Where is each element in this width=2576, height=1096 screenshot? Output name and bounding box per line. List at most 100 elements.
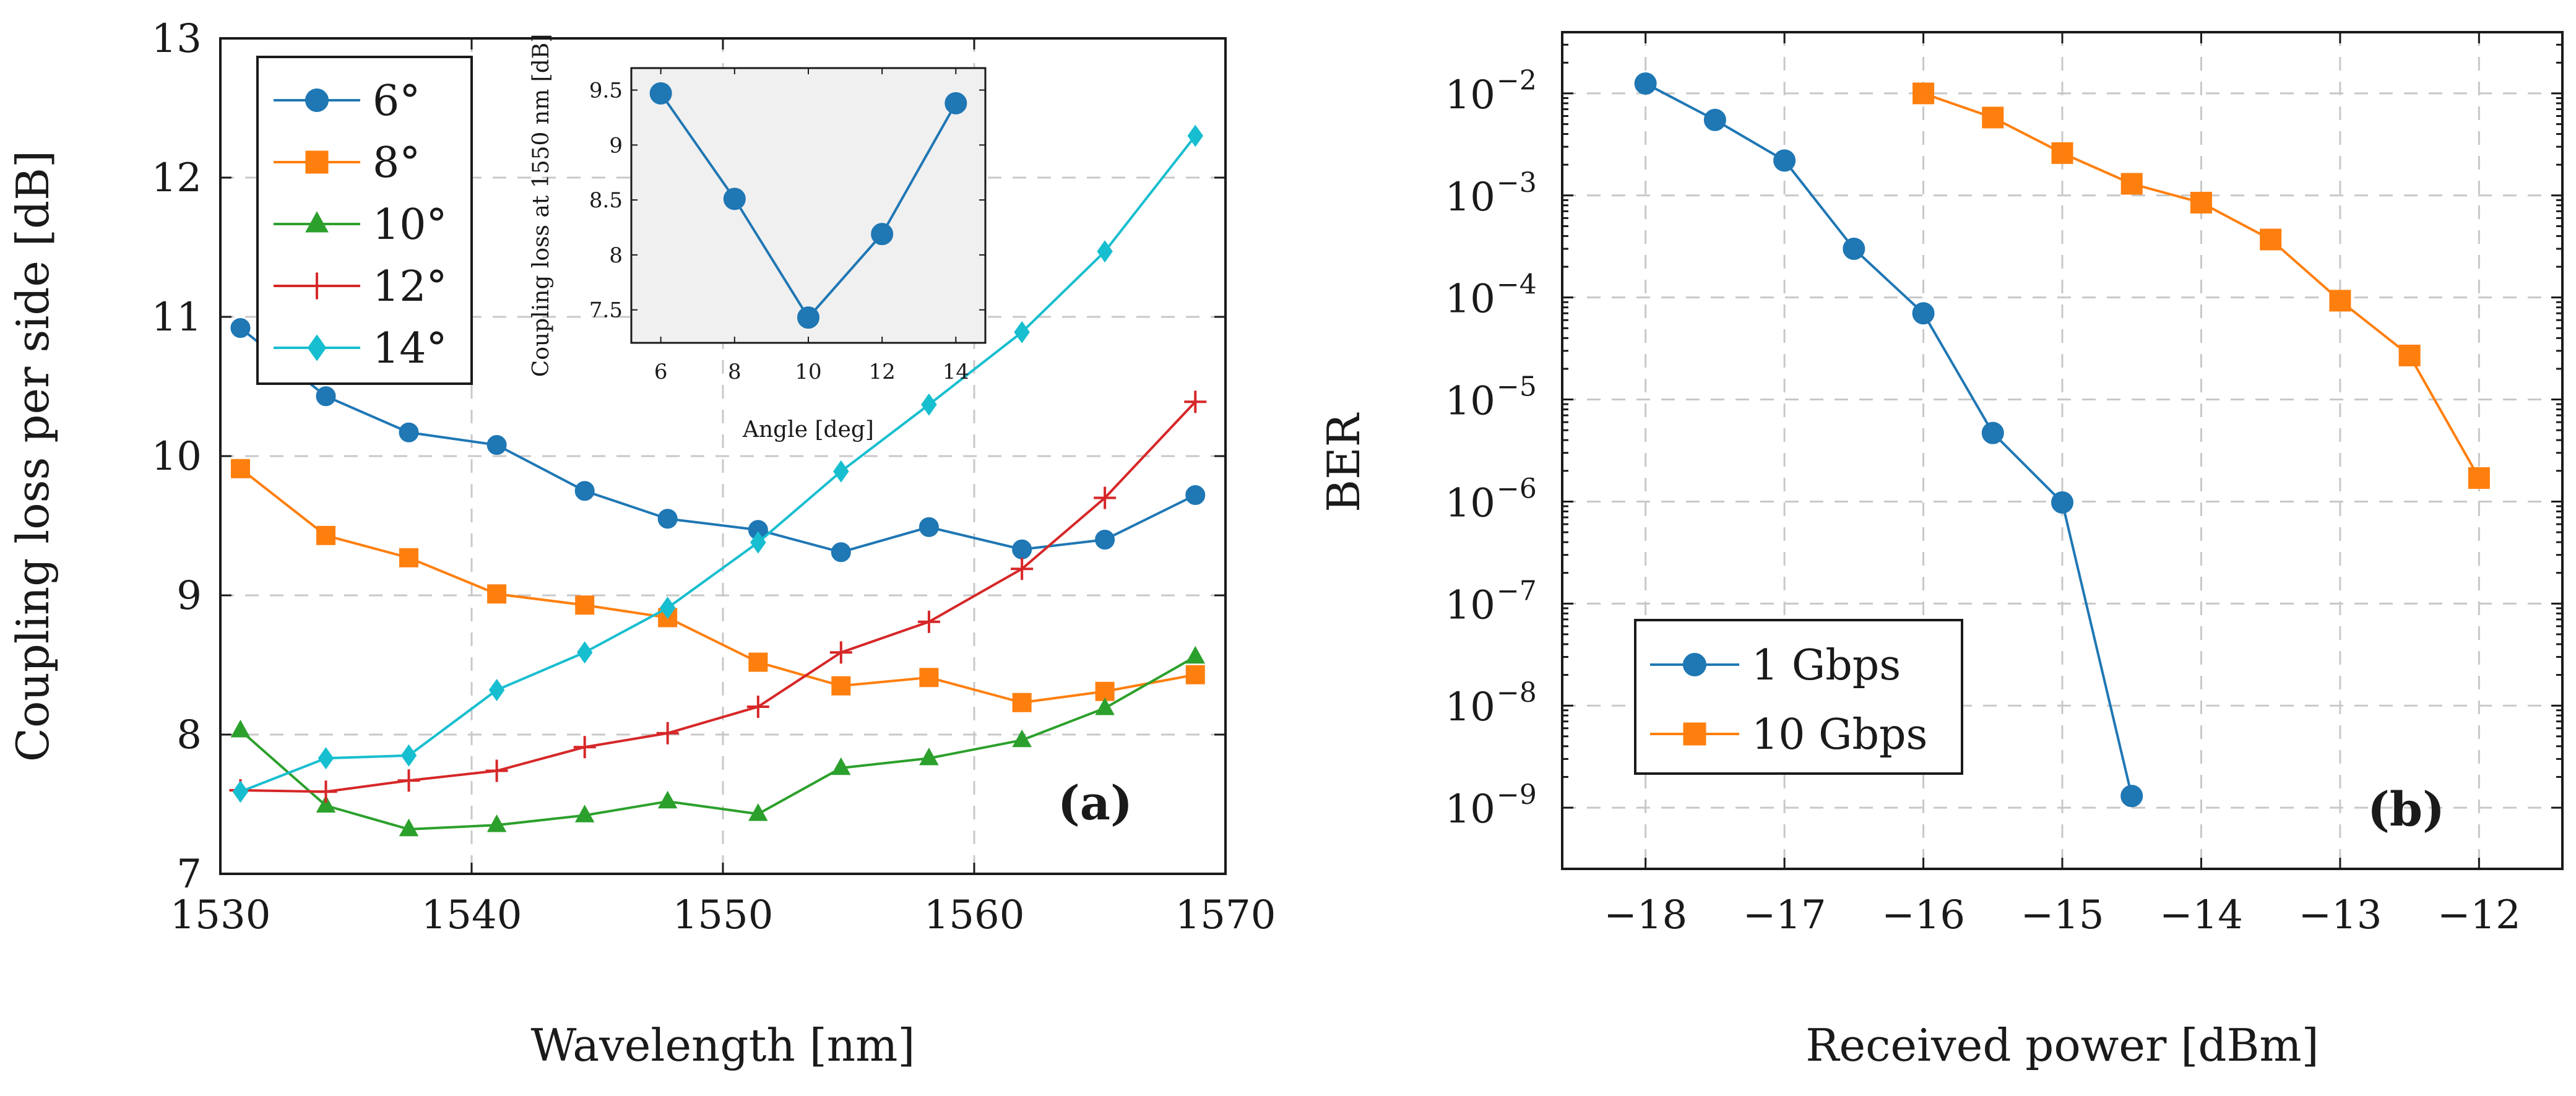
data-point: [1982, 106, 2004, 129]
panel-b-label: (b): [2367, 782, 2445, 837]
data-point: [1185, 645, 1206, 664]
panel-a-label: (a): [1058, 775, 1133, 831]
legend-label: 14°: [373, 324, 447, 373]
data-point: [748, 652, 768, 672]
inset-x-tick-label: 8: [728, 360, 741, 384]
y-tick-label-base: 10: [1445, 787, 1495, 832]
data-point: [488, 679, 505, 701]
inset-chart: 6 8 10 12 14 7.5 8 8.5 9 9.5 Angle [deg] Coupling l…: [529, 34, 987, 442]
y-tick-label-base: 10: [1445, 175, 1495, 220]
y-tick-label-base: 10: [1445, 277, 1495, 322]
x-tick-label: −15: [2020, 892, 2104, 938]
data-point: [1912, 302, 1935, 325]
data-point: [574, 805, 595, 822]
data-point: [1012, 729, 1032, 748]
legend-marker: [303, 272, 331, 300]
x-tick-label: −16: [1882, 892, 1965, 938]
data-point: [399, 422, 419, 442]
series-line-2: [240, 655, 1196, 831]
data-point: [659, 597, 676, 619]
y-tick-label-exponent: −9: [1497, 779, 1537, 811]
x-tick-label: −14: [2159, 892, 2243, 938]
inset-x-tick-label: 6: [654, 360, 668, 384]
data-point: [831, 542, 851, 563]
y-tick-label-base: 10: [1445, 480, 1495, 526]
legend-label: 10°: [373, 201, 447, 249]
data-point: [1184, 391, 1207, 413]
data-point: [1773, 149, 1796, 172]
data-point: [318, 747, 334, 770]
legend-marker: [305, 88, 329, 112]
data-point: [1014, 321, 1030, 343]
data-point: [573, 736, 596, 759]
data-point: [918, 517, 939, 537]
panel-b-series: [1634, 72, 2490, 808]
y-tick-label: 10 −7: [1445, 575, 1537, 628]
data-point: [230, 720, 251, 738]
inset-y-tick-label: 9: [609, 133, 623, 158]
data-point: [748, 803, 768, 821]
y-tick-label-exponent: −5: [1497, 371, 1537, 403]
data-point: [919, 668, 939, 688]
data-point: [575, 595, 595, 615]
panel-a-ticks: 1530 1540 1550 1560 1570 7 8 9 10 11 12 13: [152, 16, 1276, 938]
data-point: [399, 818, 419, 837]
inset-x-axis-label: Angle [deg]: [742, 417, 874, 442]
data-point: [2329, 290, 2351, 312]
legend-label: 1 Gbps: [1752, 641, 1901, 690]
data-point: [656, 722, 679, 744]
x-tick-label: 1550: [673, 892, 774, 938]
data-point: [746, 696, 769, 718]
x-tick-label: −18: [1604, 892, 1687, 938]
data-point: [486, 435, 507, 455]
legend-label: 8°: [373, 139, 420, 188]
series-line-1: [240, 467, 1196, 704]
data-point: [1185, 485, 1206, 505]
data-point: [397, 769, 420, 792]
data-point: [831, 676, 851, 696]
data-point: [2398, 344, 2421, 366]
data-point: [657, 509, 678, 529]
inset-y-tick-label: 9.5: [589, 79, 623, 103]
series-line-0: [1645, 82, 2133, 796]
y-tick-label: 10 −2: [1445, 65, 1537, 118]
y-tick-label: 10 −6: [1445, 473, 1537, 526]
data-point: [487, 584, 507, 604]
legend-box: [1634, 619, 1963, 775]
inset-x-tick-label: 10: [795, 360, 821, 384]
y-tick-label: 10 −3: [1445, 167, 1537, 220]
data-point: [1012, 539, 1032, 559]
legend-box: [256, 56, 473, 385]
legend-marker: [1683, 653, 1706, 676]
panel-b-x-axis-label: Received power [dBm]: [1805, 1019, 2319, 1071]
panel-a-legend: 6° 8° 10° 12° 14°: [256, 56, 473, 385]
data-point: [829, 641, 852, 664]
x-tick-label: 1560: [924, 892, 1025, 938]
legend-marker: [305, 211, 329, 233]
data-point: [750, 531, 766, 554]
y-tick-label: 12: [152, 155, 202, 201]
x-tick-label: −17: [1743, 892, 1826, 938]
panel-b-y-axis-label: BER: [1318, 412, 1370, 512]
y-tick-label-base: 10: [1445, 379, 1495, 425]
y-tick-label: 10 −5: [1445, 371, 1537, 425]
y-tick-label: 11: [152, 295, 202, 340]
inset-x-tick-label: 12: [869, 360, 896, 384]
x-tick-label: −12: [2437, 892, 2521, 938]
data-point: [1095, 697, 1115, 715]
inset-y-tick-label: 8.5: [589, 188, 623, 213]
data-point: [485, 759, 508, 782]
data-point: [917, 610, 940, 633]
x-tick-label: 1530: [170, 892, 271, 938]
y-tick-label: 10: [152, 434, 202, 480]
data-point: [1097, 240, 1113, 263]
y-tick-label: 10 −8: [1445, 677, 1537, 730]
y-tick-label: 7: [176, 852, 202, 897]
series-line-4: [240, 135, 1196, 793]
y-tick-label-exponent: −7: [1497, 575, 1537, 606]
legend-label: 6°: [373, 77, 420, 126]
y-tick-label-exponent: −4: [1497, 269, 1537, 301]
